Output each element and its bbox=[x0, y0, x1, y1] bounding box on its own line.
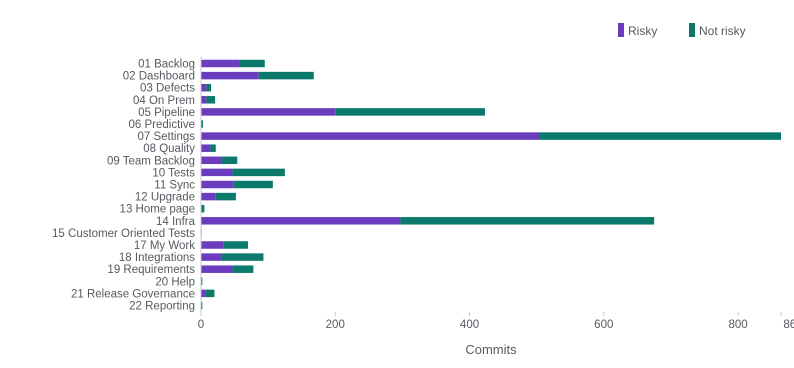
category-label: 09 Team Backlog bbox=[107, 155, 195, 167]
category-label: 22 Reporting bbox=[129, 301, 195, 313]
bar-not-risky[interactable] bbox=[215, 192, 236, 201]
bar-risky[interactable] bbox=[201, 71, 259, 80]
legend[interactable]: Risky Not risky bbox=[618, 23, 746, 38]
bar-not-risky[interactable] bbox=[540, 132, 781, 140]
bar-not-risky[interactable] bbox=[201, 204, 205, 213]
bar-not-risky[interactable] bbox=[233, 180, 273, 189]
category-label: 03 Defects bbox=[140, 83, 195, 95]
category-label: 02 Dashboard bbox=[123, 71, 195, 83]
x-axis-title: Commits bbox=[465, 342, 517, 357]
bar-risky[interactable] bbox=[201, 241, 224, 249]
category-label: 05 Pipeline bbox=[138, 107, 195, 119]
x-tick-label: 400 bbox=[460, 319, 479, 331]
bar-risky[interactable] bbox=[201, 96, 207, 104]
x-tick-label: 200 bbox=[326, 319, 345, 331]
legend-item-risky[interactable]: Risky bbox=[618, 23, 657, 38]
bar-not-risky[interactable] bbox=[335, 108, 485, 116]
x-tick-label: 0 bbox=[198, 319, 204, 331]
legend-label: Not risky bbox=[699, 24, 746, 38]
bar-not-risky[interactable] bbox=[223, 241, 248, 249]
legend-swatch bbox=[618, 23, 624, 37]
bar-risky[interactable] bbox=[201, 253, 222, 261]
category-label: 07 Settings bbox=[137, 131, 195, 143]
bar-risky[interactable] bbox=[201, 289, 206, 298]
bar-not-risky[interactable] bbox=[206, 96, 216, 104]
bars-group bbox=[201, 59, 781, 310]
bar-not-risky[interactable] bbox=[210, 144, 216, 152]
category-label: 13 Home page bbox=[120, 204, 195, 216]
category-label: 14 Infra bbox=[156, 216, 196, 228]
bar-not-risky[interactable] bbox=[201, 301, 203, 310]
bar-risky[interactable] bbox=[201, 132, 541, 140]
category-label: 20 Help bbox=[155, 276, 195, 288]
bar-not-risky[interactable] bbox=[258, 71, 314, 80]
bar-risky[interactable] bbox=[201, 59, 240, 68]
category-label: 18 Integrations bbox=[119, 252, 195, 264]
category-label: 06 Predictive bbox=[129, 119, 195, 131]
x-tick-label: 864 bbox=[783, 319, 794, 331]
legend-swatch bbox=[689, 23, 695, 37]
bar-risky[interactable] bbox=[201, 192, 216, 201]
legend-label: Risky bbox=[628, 24, 657, 38]
bar-not-risky[interactable] bbox=[201, 120, 204, 128]
bar-not-risky[interactable] bbox=[400, 217, 655, 225]
bar-risky[interactable] bbox=[201, 144, 211, 152]
category-label: 15 Customer Oriented Tests bbox=[52, 228, 195, 240]
bar-not-risky[interactable] bbox=[232, 265, 254, 273]
x-axis-ticks: 0 200 400 600 800 864 bbox=[198, 312, 794, 331]
category-label: 11 Sync bbox=[154, 180, 195, 192]
category-label: 19 Requirements bbox=[107, 264, 195, 276]
bar-not-risky[interactable] bbox=[206, 83, 212, 92]
bar-risky[interactable] bbox=[201, 156, 222, 165]
bar-risky[interactable] bbox=[201, 265, 233, 273]
bar-risky[interactable] bbox=[201, 168, 233, 177]
category-label: 08 Quality bbox=[143, 143, 195, 155]
legend-item-not-risky[interactable]: Not risky bbox=[689, 23, 746, 38]
bar-not-risky[interactable] bbox=[205, 289, 215, 298]
bar-risky[interactable] bbox=[201, 180, 234, 189]
bar-risky[interactable] bbox=[201, 83, 207, 92]
bar-risky[interactable] bbox=[201, 108, 336, 116]
bar-risky[interactable] bbox=[201, 217, 401, 225]
bar-not-risky[interactable] bbox=[221, 156, 238, 165]
bar-not-risky[interactable] bbox=[239, 59, 265, 68]
category-label: 17 My Work bbox=[134, 240, 195, 252]
category-label: 04 On Prem bbox=[133, 95, 195, 107]
category-label: 10 Tests bbox=[152, 167, 195, 179]
bar-not-risky[interactable] bbox=[232, 168, 285, 177]
x-tick-label: 800 bbox=[728, 319, 747, 331]
x-tick-label: 600 bbox=[594, 319, 613, 331]
bar-not-risky[interactable] bbox=[221, 253, 264, 261]
category-label: 21 Release Governance bbox=[71, 288, 195, 300]
category-label: 01 Backlog bbox=[138, 59, 195, 71]
bar-not-risky[interactable] bbox=[201, 277, 203, 286]
category-label: 12 Upgrade bbox=[135, 192, 195, 204]
